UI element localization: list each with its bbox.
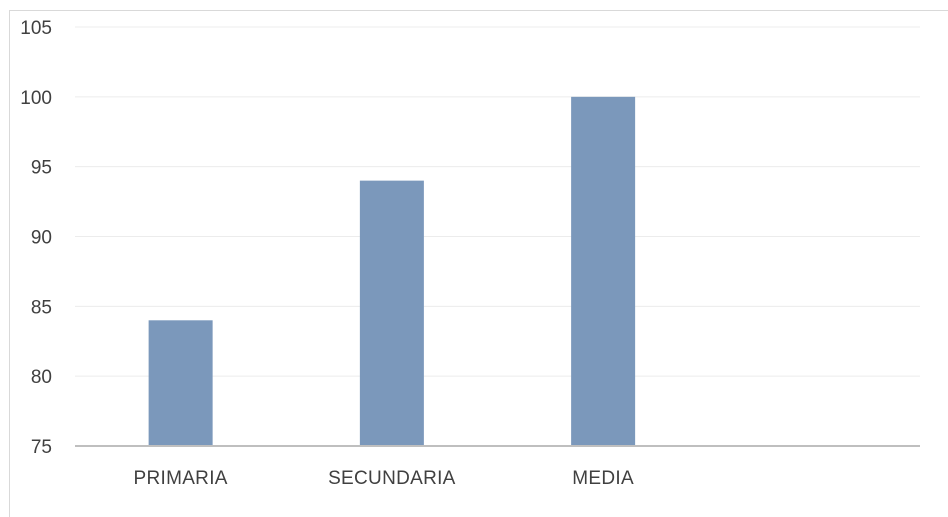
y-tick-label: 75 xyxy=(31,437,52,458)
chart-frame xyxy=(9,10,948,517)
y-tick-label: 85 xyxy=(31,297,52,318)
y-tick-label: 100 xyxy=(20,88,52,109)
x-category-label: MEDIA xyxy=(572,468,634,489)
x-category-label: PRIMARIA xyxy=(134,468,228,489)
bar-secundaria xyxy=(359,180,424,446)
y-tick-label: 95 xyxy=(31,158,52,179)
y-tick-label: 105 xyxy=(20,18,52,39)
y-tick-label: 80 xyxy=(31,367,52,388)
bars xyxy=(148,96,636,446)
bar-primaria xyxy=(148,320,213,446)
x-category-label: SECUNDARIA xyxy=(328,468,456,489)
y-axis-tick-labels: 75 80 85 90 95 100 105 xyxy=(20,18,52,458)
gridlines xyxy=(75,26,920,377)
bar-media xyxy=(571,96,636,446)
y-tick-label: 90 xyxy=(31,228,52,249)
x-axis-category-labels: PRIMARIA SECUNDARIA MEDIA xyxy=(134,468,634,489)
